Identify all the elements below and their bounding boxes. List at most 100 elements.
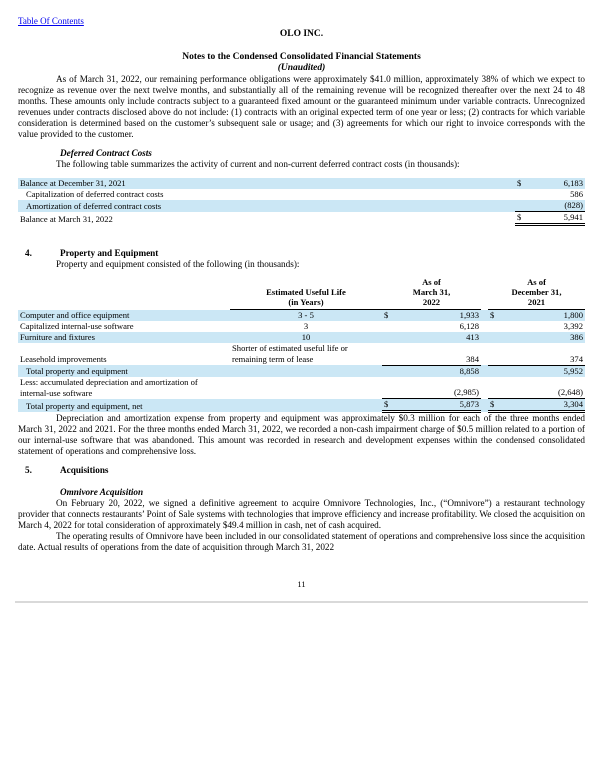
section-number: 5.	[25, 465, 32, 475]
amount-cell: 374	[501, 343, 586, 366]
breadcrumb: Table Of Contents	[18, 16, 585, 27]
as-of-2022-column-header: As of March 31, 2022	[382, 277, 481, 310]
dollar-sign: $	[515, 211, 529, 226]
header-line: December 31,	[511, 287, 562, 297]
row-label-cell: Total property and equipment, net	[18, 398, 230, 412]
page-separator	[15, 601, 588, 603]
dollar-sign: $	[488, 309, 501, 321]
omnivore-acquisition-paragraph-2: The operating results of Omnivore have b…	[18, 531, 585, 552]
row-label-cell: Amortization of deferred contract costs	[18, 200, 515, 212]
useful-life-cell	[230, 398, 382, 412]
remaining-performance-obligations-paragraph: As of March 31, 2022, our remaining perf…	[18, 74, 585, 139]
section-5-heading: 5. Acquisitions	[18, 465, 585, 476]
dollar-sign: $	[382, 309, 395, 321]
useful-life-cell: 3	[303, 321, 309, 331]
table-row: Capitalization of deferred contract cost…	[18, 189, 585, 200]
header-line: As of	[527, 277, 546, 287]
omnivore-acquisition-paragraph-1: On February 20, 2022, we signed a defini…	[18, 498, 585, 530]
table-of-contents-link[interactable]: Table Of Contents	[18, 16, 84, 26]
row-label-cell: Computer and office equipment	[18, 309, 230, 321]
dollar-sign	[382, 365, 395, 377]
table-row: Total property and equipment, net $ 5,87…	[18, 398, 586, 413]
amount-cell: 1,933	[395, 309, 481, 321]
dollar-sign	[515, 189, 529, 200]
useful-life-cell: 3 - 5	[230, 309, 382, 321]
amount-cell: (828)	[529, 200, 585, 212]
useful-life-cell: 10	[230, 332, 382, 343]
header-line: As of	[422, 277, 441, 287]
useful-life-column-header: Estimated Useful Life (in Years)	[230, 277, 382, 310]
document-title: Notes to the Condensed Consolidated Fina…	[182, 52, 421, 62]
dollar-sign	[382, 321, 395, 332]
amount-cell: 586	[570, 189, 583, 199]
row-label-cell: Balance at March 31, 2022	[20, 213, 113, 224]
dollar-sign: $	[488, 398, 501, 413]
company-name: OLO INC.	[279, 29, 324, 39]
header-line: 2021	[527, 297, 546, 307]
table-row: Balance at December 31, 2021 $ 6,183	[18, 178, 585, 189]
section-number: 4.	[25, 248, 32, 258]
table-header-row: Estimated Useful Life (in Years) As of M…	[18, 277, 586, 310]
row-label-cell: Furniture and fixtures	[18, 332, 230, 343]
amount-cell: 5,873	[395, 398, 481, 413]
amount-cell: 6,183	[529, 178, 585, 189]
omnivore-acquisition-heading: Omnivore Acquisition	[60, 487, 144, 497]
amount-cell: 384	[395, 343, 481, 366]
amount-cell: 6,128	[459, 321, 479, 331]
section-title: Acquisitions	[60, 465, 109, 475]
depreciation-amortization-paragraph: Depreciation and amortization expense fr…	[18, 413, 585, 456]
header-line: 2022	[422, 297, 441, 307]
amount-cell: 1,800	[501, 309, 586, 321]
deferred-contract-costs-heading: Deferred Contract Costs	[60, 148, 152, 158]
table-row: Amortization of deferred contract costs …	[18, 200, 585, 212]
dollar-sign	[515, 200, 529, 212]
header-line: (in Years)	[288, 297, 324, 307]
row-label-cell: Capitalization of deferred contract cost…	[26, 189, 164, 199]
section-title: Property and Equipment	[60, 248, 159, 258]
deferred-contract-costs-intro: The following table summarizes the activ…	[56, 159, 460, 169]
table-row: Less: accumulated depreciation and amort…	[18, 376, 586, 399]
amount-cell: 5,941	[529, 211, 585, 226]
dollar-sign	[382, 343, 395, 366]
dollar-sign	[488, 332, 501, 343]
dollar-sign: $	[515, 178, 529, 189]
document-subtitle: (Unaudited)	[277, 63, 326, 73]
row-label-cell: Balance at December 31, 2021	[18, 178, 515, 189]
dollar-sign	[488, 376, 501, 399]
property-equipment-intro: Property and equipment consisted of the …	[56, 259, 300, 269]
page-number: 11	[297, 579, 306, 589]
header-line: March 31,	[412, 287, 451, 297]
table-row: Capitalized internal-use software 3 6,12…	[18, 321, 585, 332]
amount-cell: (2,985)	[395, 376, 481, 399]
useful-life-cell	[230, 365, 382, 377]
amount-cell: 3,392	[563, 321, 584, 331]
useful-life-cell	[230, 377, 382, 399]
dollar-sign	[488, 321, 501, 332]
useful-life-cell: Shorter of estimated useful life or rema…	[232, 343, 348, 364]
table-row: Balance at March 31, 2022 $ 5,941	[18, 211, 585, 226]
dollar-sign	[382, 332, 395, 343]
table-row: Computer and office equipment 3 - 5 $ 1,…	[18, 309, 586, 321]
as-of-2021-column-header: As of December 31, 2021	[488, 277, 586, 310]
dollar-sign	[382, 376, 395, 399]
dollar-sign	[488, 343, 501, 366]
dollar-sign	[488, 365, 501, 377]
row-label-cell: Capitalized internal-use software	[20, 321, 134, 331]
row-label-cell: Less: accumulated depreciation and amort…	[20, 376, 198, 398]
section-4-heading: 4. Property and Equipment	[18, 248, 585, 259]
deferred-contract-costs-table: Balance at December 31, 2021 $ 6,183 Cap…	[18, 178, 585, 226]
amount-cell: 413	[395, 332, 481, 343]
amount-cell: (2,648)	[501, 376, 586, 399]
amount-cell: 8,858	[395, 365, 481, 377]
amount-cell: 5,952	[501, 365, 586, 377]
property-equipment-table: Estimated Useful Life (in Years) As of M…	[18, 277, 586, 413]
amount-cell: 386	[501, 332, 586, 343]
row-label-cell: Leasehold improvements	[20, 354, 107, 364]
dollar-sign: $	[382, 398, 395, 413]
row-label-cell: Total property and equipment	[18, 365, 230, 377]
header-line: Estimated Useful Life	[266, 287, 346, 297]
table-row: Furniture and fixtures 10 413 386	[18, 332, 586, 343]
table-row: Total property and equipment 8,858 5,952	[18, 365, 586, 377]
amount-cell: 3,304	[501, 398, 586, 413]
